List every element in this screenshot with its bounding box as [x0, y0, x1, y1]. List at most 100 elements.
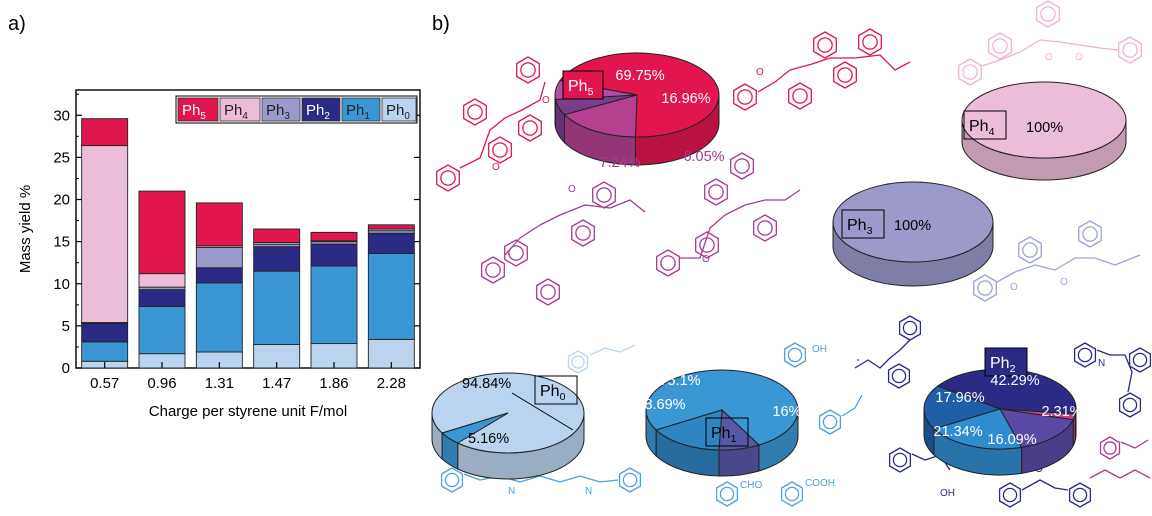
- legend-label-ph5: Ph5: [182, 102, 206, 122]
- bar-segment-ph1-2.28: [367, 252, 415, 340]
- bar-segment-ph1-1.47: [253, 270, 301, 345]
- aromatic-circle: [792, 88, 808, 104]
- oxygen-label: O: [702, 254, 710, 265]
- carbon-chain: [1021, 479, 1069, 491]
- pie-title-ph2: Ph2: [990, 355, 1016, 375]
- aldehyde-label: CHO: [740, 480, 762, 491]
- aromatic-circle: [540, 284, 556, 300]
- benzene-ring: [1099, 436, 1121, 460]
- benzene-ring: [567, 350, 589, 374]
- pie-value-label-ph4-0: 100%: [1026, 120, 1063, 136]
- x-tick-label: 1.31: [205, 375, 234, 392]
- aromatic-circle: [734, 158, 750, 174]
- benzene-ring: [1036, 0, 1060, 28]
- pie-title-ph0: Ph0: [540, 383, 566, 403]
- pie-value-label-ph5-1: 16.96%: [661, 91, 710, 107]
- bar-segment-ph2-1.86: [310, 243, 358, 267]
- panel-b-letter: b): [432, 13, 450, 35]
- oxygen-label: O: [492, 162, 500, 173]
- legend-label-ph1: Ph1: [346, 102, 370, 122]
- aromatic-circle: [891, 368, 907, 384]
- carbon-chain: [680, 189, 801, 259]
- bar-segment-ph5-1.86: [310, 231, 358, 242]
- pie-ph0-pointer: [511, 392, 574, 431]
- benzene-ring: [973, 274, 997, 302]
- carbon-chain: [996, 254, 1141, 283]
- aromatic-circle: [977, 280, 993, 296]
- aromatic-circle: [467, 104, 483, 120]
- bar-segment-ph2-2.28: [367, 232, 415, 254]
- benzene-ring: [988, 32, 1012, 60]
- aromatic-circle: [520, 62, 536, 78]
- aromatic-circle: [1082, 226, 1098, 242]
- bar-segment-ph5-0.57: [81, 118, 129, 147]
- aromatic-circle: [902, 320, 918, 336]
- panel-a-letter: a): [8, 13, 26, 35]
- hydroxyl-label: OH: [812, 344, 827, 355]
- pie-title-ph1: Ph1: [711, 425, 737, 445]
- benzene-ring: [888, 447, 912, 473]
- pie-value-label-ph1-0: 75.1%: [659, 373, 700, 389]
- bar-segment-ph5-1.31: [195, 202, 243, 247]
- legend-swatch-ph3: [261, 97, 301, 122]
- benzene-ring: [730, 152, 754, 180]
- benzene-ring: [1118, 392, 1142, 418]
- benzene-ring: [818, 409, 842, 435]
- carbon-chain: [854, 339, 911, 369]
- aromatic-circle: [892, 452, 908, 468]
- aromatic-circle: [817, 37, 833, 53]
- plot-frame: [75, 89, 421, 369]
- benzene-ring: [618, 467, 642, 493]
- bar-segment-ph2-0.57: [81, 322, 129, 343]
- aromatic-circle: [862, 34, 878, 50]
- aromatic-circle: [708, 184, 724, 200]
- aromatic-circle: [1103, 441, 1117, 455]
- benzene-ring: [898, 315, 922, 341]
- aromatic-circle: [444, 472, 460, 488]
- aromatic-circle: [837, 67, 853, 83]
- y-tick-label: 0: [62, 360, 70, 377]
- pie-value-label-ph2-2: 16.09%: [987, 432, 1036, 448]
- carbon-chain: [981, 39, 1119, 67]
- y-tick-label: 10: [53, 276, 70, 293]
- aromatic-circle: [787, 347, 803, 363]
- pie-title-ph3: Ph3: [847, 217, 873, 237]
- pie-label-box-ph2: [984, 347, 1028, 377]
- pie-ph4: Ph4 100%: [961, 81, 1127, 181]
- pie-value-label-ph2-3: 21.34%: [933, 424, 982, 440]
- carbon-chain: [1089, 469, 1151, 479]
- carbon-chain: [504, 199, 646, 256]
- carbon-chain: [841, 394, 863, 417]
- y-tick-label: 25: [53, 149, 70, 166]
- pie-value-label-ph5-2: 6.05%: [683, 149, 724, 165]
- bar-segment-ph5-0.96: [138, 190, 186, 275]
- pie-ph5: Ph5 69.75% 16.96% 6.05% 7.24%: [554, 52, 725, 171]
- benzene-ring: [753, 214, 777, 242]
- benzene-ring: [516, 56, 540, 84]
- x-axis-label: Charge per styrene unit F/mol: [149, 403, 347, 420]
- aromatic-circle: [440, 170, 456, 186]
- benzene-ring: [488, 136, 512, 164]
- carbon-chain: [757, 54, 911, 93]
- x-tick-label: 1.47: [262, 375, 291, 392]
- y-axis-label: Mass yield %: [17, 185, 34, 273]
- carbon-chain: [459, 81, 546, 169]
- benzene-ring: [463, 98, 487, 126]
- bar-segment-ph3-1.31: [195, 247, 243, 269]
- benzene-ring: [592, 181, 616, 209]
- benzene-ring: [780, 481, 804, 507]
- legend: Ph5 Ph4 Ph3 Ph2 Ph1 Ph0: [175, 95, 418, 124]
- pie-value-label-ph5-3: 7.24%: [599, 155, 640, 171]
- bar-segment-ph1-1.31: [195, 282, 243, 353]
- benzene-ring: [536, 278, 560, 306]
- benzene-ring: [504, 239, 528, 267]
- pie-slice-ph2-2: [999, 408, 1074, 448]
- pie-slice-ph3-0: [832, 181, 994, 263]
- benzene-ring: [1078, 220, 1102, 248]
- pie-label-box-ph4: [963, 110, 1007, 140]
- benzene-ring: [733, 83, 757, 111]
- aromatic-circle: [660, 255, 676, 271]
- pie-slice-ph2-4: [923, 385, 1002, 430]
